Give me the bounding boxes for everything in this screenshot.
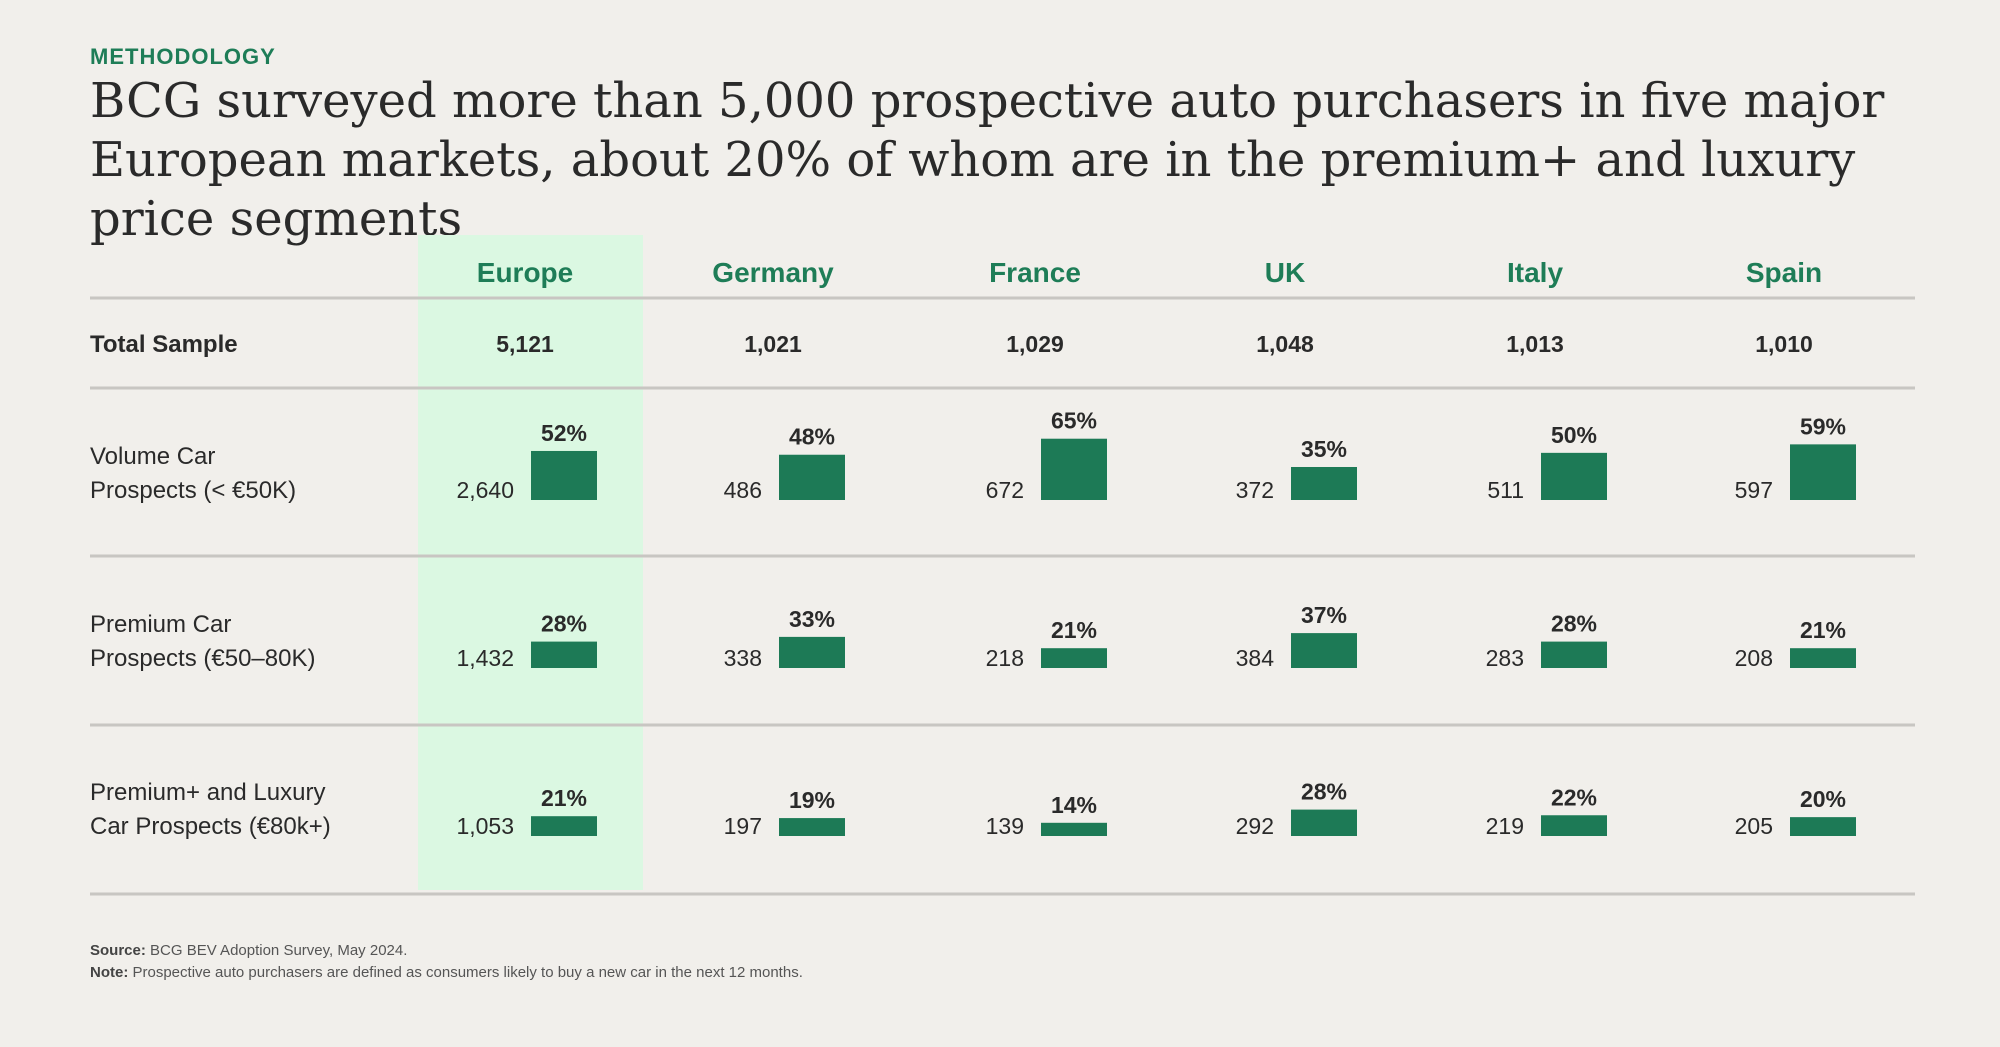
count-label: 205 [1735,813,1773,839]
bar [1291,633,1357,668]
count-label: 486 [724,477,762,503]
bar-value-label: 48% [789,424,835,450]
bar-value-label: 65% [1051,408,1097,434]
total-sample-value: 1,048 [1256,331,1314,357]
source-text: BCG BEV Adoption Survey, May 2024. [150,942,408,959]
bar-value-label: 50% [1551,422,1597,448]
bar [531,450,597,500]
column-header-europe: Europe [477,257,573,288]
bar-value-label: 35% [1301,436,1347,462]
bar-value-label: 19% [789,787,835,813]
bar-value-label: 20% [1800,786,1846,812]
highlight-column-band [418,235,643,890]
count-label: 511 [1487,477,1524,503]
count-label: 139 [986,813,1024,839]
bar [779,454,845,500]
bar [1041,648,1107,668]
bar-value-label: 33% [789,606,835,632]
bar [779,636,845,668]
bar-value-label: 21% [1051,617,1097,643]
bar [1790,648,1856,668]
bar [1541,452,1607,500]
total-sample-value: 1,021 [744,331,802,357]
total-sample-value: 5,121 [496,331,554,357]
bar [1790,444,1856,500]
bar [1041,822,1107,836]
bar [1291,809,1357,836]
bar-value-label: 28% [1301,779,1347,805]
total-sample-value: 1,029 [1006,331,1064,357]
column-header-uk: UK [1265,257,1305,288]
bar-value-label: 52% [541,420,587,446]
count-label: 338 [724,645,762,671]
table-rule-3 [90,723,1915,727]
count-label: 292 [1236,813,1274,839]
bar-value-label: 21% [1800,617,1846,643]
count-label: 197 [724,813,762,839]
count-label: 597 [1735,477,1773,503]
bar [1541,641,1607,668]
count-label: 208 [1735,645,1773,671]
column-header-france: France [989,257,1081,288]
source-label: Source: [90,942,146,959]
row-label: Premium Car [90,611,231,638]
bar [531,641,597,668]
count-label: 218 [986,645,1024,671]
count-label: 672 [986,477,1024,503]
row-label: Volume Car [90,443,215,470]
bar-value-label: 22% [1551,784,1597,810]
bar [1541,815,1607,836]
total-sample-value: 1,013 [1506,331,1564,357]
count-label: 1,053 [456,813,514,839]
bar-value-label: 21% [541,785,587,811]
column-header-germany: Germany [712,257,834,288]
bar-value-label: 14% [1051,792,1097,818]
bar [1790,817,1856,836]
note-label: Note: [90,964,129,981]
table-rule-0 [90,296,1915,300]
count-label: 1,432 [456,645,514,671]
chart-title: BCG surveyed more than 5,000 prospective… [90,73,1885,247]
column-header-spain: Spain [1746,257,1822,288]
source-line: Source: BCG BEV Adoption Survey, May 202… [90,940,803,962]
count-label: 384 [1236,645,1275,671]
bar-value-label: 28% [1551,611,1597,637]
bar-value-label: 28% [541,611,587,637]
total-sample-value: 1,010 [1755,331,1813,357]
total-sample-label: Total Sample [90,331,238,358]
note-text: Prospective auto purchasers are defined … [132,964,803,981]
note-line: Note: Prospective auto purchasers are de… [90,962,803,984]
bar-value-label: 37% [1301,602,1347,628]
bar [1041,438,1107,500]
methodology-table-chart: Europe Germany France UK Italy Spain Total Sam… [90,235,1915,896]
count-label: 372 [1236,477,1274,503]
count-label: 283 [1486,645,1524,671]
bar-value-label: 59% [1800,413,1846,439]
row-label: Car Prospects (€80k+) [90,813,331,840]
column-header-italy: Italy [1507,257,1563,288]
bar [1291,466,1357,500]
row-label: Prospects (€50–80K) [90,645,315,672]
table-rule-4 [90,892,1915,896]
footer: Source: BCG BEV Adoption Survey, May 202… [90,940,803,984]
table-rule-1 [90,386,1915,390]
count-label: 219 [1486,813,1524,839]
row-label: Prospects (< €50K) [90,477,296,504]
row-label: Premium+ and Luxury [90,779,325,806]
table-rule-2 [90,554,1915,558]
bar [531,816,597,836]
eyebrow-label: METHODOLOGY [90,44,276,69]
bar [779,818,845,836]
count-label: 2,640 [456,477,514,503]
